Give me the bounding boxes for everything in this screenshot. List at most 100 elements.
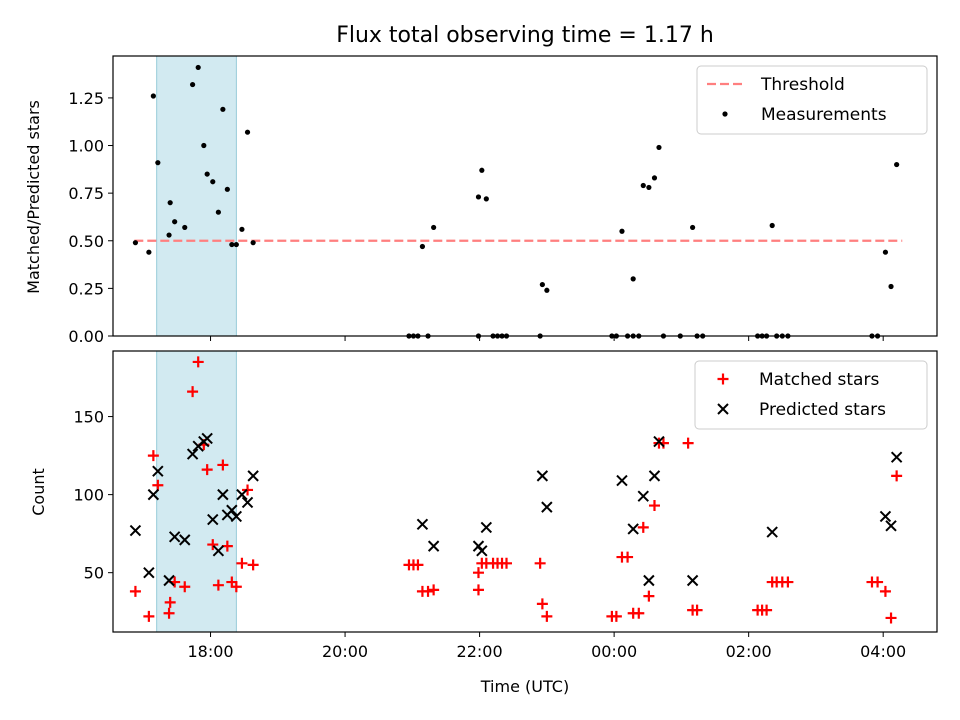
predicted-star-point [129,524,142,537]
measurement-point [224,186,230,192]
predicted-star-point [541,501,553,513]
top-y-tick-label: 1.25 [68,89,104,108]
matched-star-point [761,604,773,616]
predicted-star-point [637,490,649,502]
predicted-star-point [207,513,219,526]
x-tick-label: 02:00 [726,642,772,661]
matched-star-point [230,581,242,593]
top-y-tick-label: 0.00 [68,327,104,346]
matched-star-point [682,437,694,449]
measurement-point [539,281,545,288]
top-highlight-span [156,55,237,337]
matched-star-point [143,610,155,622]
predicted-star-point [766,526,778,538]
matched-star-point [782,576,794,588]
predicted-star-point [536,470,549,482]
top-y-tick-label: 0.25 [68,279,104,298]
predicted-star-point [241,496,254,509]
top-legend: Threshold Measurements [696,65,928,135]
predicted-star-point [653,435,665,448]
measurement-point [244,129,251,135]
legend-label: Measurements [761,105,887,125]
matched-star-point [422,585,434,597]
x-tick-label: 00:00 [591,642,637,661]
top-axes-frame [112,55,938,337]
matched-star-point [891,470,903,482]
matched-star-point [536,598,548,610]
measurement-point [146,249,152,255]
chart-title: Flux total observing time = 1.17 h [336,23,714,48]
bottom-y-tick-label: 100 [73,486,104,505]
matched-star-point [541,610,553,622]
matched-star-point [643,590,655,602]
measurement-point [210,179,216,185]
matched-star-point [428,584,440,596]
bottom-highlight-span [156,350,237,633]
predicted-star-point [212,545,225,557]
measurement-point [619,228,625,234]
measurement-point [182,224,188,231]
matched-star-point [472,567,484,579]
predicted-star-point [226,504,238,516]
measurement-point [640,182,646,189]
matched-star-point [164,596,176,608]
measurement-point [882,249,889,255]
bottom-y-tick-label: 150 [73,408,104,427]
matched-star-point [212,579,224,591]
measurement-point [155,160,161,166]
predicted-star-point [186,448,199,460]
measurement-point [475,194,482,200]
measurement-point [204,171,210,177]
top-legend-box [696,65,928,135]
bottom-y-axis-label: Count [29,468,48,516]
predicted-star-point [648,470,661,482]
predicted-star-point [643,574,655,587]
x-tick-label: 18:00 [187,642,233,661]
measurement-point [769,222,775,229]
predicted-star-point [480,521,493,534]
bottom-legend: Matched stars Predicted stars [694,360,928,430]
matched-star-point [179,581,191,593]
top-y-tick-label: 0.50 [68,232,104,251]
matched-star-point [152,479,164,491]
matched-star-point [201,464,213,476]
top-y-tick-label: 1.00 [68,137,104,156]
matched-star-point [412,559,424,571]
bottom-legend-box [694,360,928,430]
matched-star-point [879,585,891,597]
x-tick-label: 20:00 [322,642,368,661]
bottom-axes-frame [112,350,938,633]
legend-label: Matched stars [759,370,879,390]
matched-star-point [872,576,884,588]
predicted-star-point [476,545,488,557]
measurement-point [229,241,235,248]
measurement-point [419,243,426,250]
matched-star-point [207,539,219,551]
measurement-point [150,93,156,99]
matched-star-point [163,607,175,619]
matched-star-point [637,521,649,533]
matched-star-point [885,612,897,624]
matched-star-point [217,459,229,471]
measurement-point [132,240,139,246]
predicted-star-point [179,534,191,546]
predicted-star-point [143,566,155,579]
matched-star-point [242,484,254,496]
legend-predicted-swatch [717,403,729,415]
measurement-point [888,283,894,290]
bottom-panel: 50 100 150 18:00 20:00 22:00 00:00 02:00 04:00 Ma… [73,350,938,661]
measurement-point [656,144,662,151]
predicted-star-point [152,465,164,477]
measurement-point [690,224,696,231]
measurement-point [250,240,256,246]
matched-star-point [247,559,259,571]
measurement-point [894,161,900,168]
x-axis-label: Time (UTC) [480,677,569,696]
measurement-point [195,64,201,71]
matched-star-point [610,610,622,622]
measurement-point [167,200,173,206]
measurement-point [479,167,485,173]
predicted-star-point [686,574,699,587]
top-y-tick-label: 0.75 [68,184,104,203]
